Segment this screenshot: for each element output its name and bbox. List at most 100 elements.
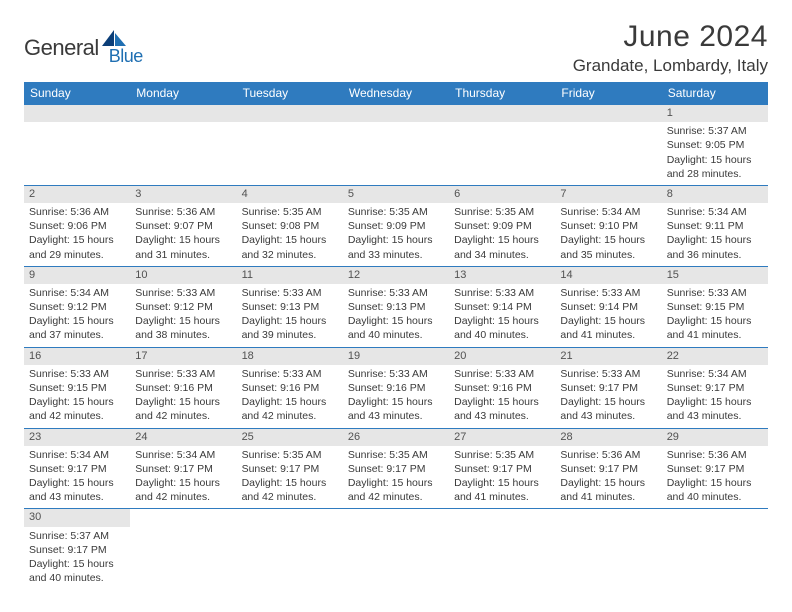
day-number: 11 [237,267,343,284]
day-number: 3 [130,186,236,203]
day-number: 15 [662,267,768,284]
day-body: Sunrise: 5:33 AMSunset: 9:13 PMDaylight:… [343,284,449,347]
day-body: Sunrise: 5:34 AMSunset: 9:17 PMDaylight:… [130,446,236,509]
calendar-cell [555,509,661,589]
day-header: Saturday [662,82,768,105]
calendar-cell: 21Sunrise: 5:33 AMSunset: 9:17 PMDayligh… [555,347,661,428]
calendar-cell: 30Sunrise: 5:37 AMSunset: 9:17 PMDayligh… [24,509,130,589]
day-body: Sunrise: 5:35 AMSunset: 9:08 PMDaylight:… [237,203,343,266]
calendar-cell [662,509,768,589]
calendar-cell: 13Sunrise: 5:33 AMSunset: 9:14 PMDayligh… [449,266,555,347]
calendar-row: 2Sunrise: 5:36 AMSunset: 9:06 PMDaylight… [24,185,768,266]
calendar-cell: 22Sunrise: 5:34 AMSunset: 9:17 PMDayligh… [662,347,768,428]
calendar-cell: 28Sunrise: 5:36 AMSunset: 9:17 PMDayligh… [555,428,661,509]
day-body: Sunrise: 5:36 AMSunset: 9:07 PMDaylight:… [130,203,236,266]
calendar-cell: 6Sunrise: 5:35 AMSunset: 9:09 PMDaylight… [449,185,555,266]
calendar-row: 1Sunrise: 5:37 AMSunset: 9:05 PMDaylight… [24,105,768,186]
calendar-table: SundayMondayTuesdayWednesdayThursdayFrid… [24,82,768,589]
day-number: 26 [343,429,449,446]
calendar-body: 1Sunrise: 5:37 AMSunset: 9:05 PMDaylight… [24,105,768,590]
day-number-empty [237,105,343,122]
month-title: June 2024 [573,20,768,54]
day-number: 16 [24,348,130,365]
header: General Blue June 2024 Grandate, Lombard… [24,20,768,76]
day-number: 24 [130,429,236,446]
day-header: Thursday [449,82,555,105]
logo-word2: Blue [109,46,143,67]
day-header-row: SundayMondayTuesdayWednesdayThursdayFrid… [24,82,768,105]
day-body: Sunrise: 5:35 AMSunset: 9:17 PMDaylight:… [449,446,555,509]
day-number: 20 [449,348,555,365]
calendar-cell: 3Sunrise: 5:36 AMSunset: 9:07 PMDaylight… [130,185,236,266]
logo: General Blue [24,28,143,67]
calendar-cell: 5Sunrise: 5:35 AMSunset: 9:09 PMDaylight… [343,185,449,266]
day-body: Sunrise: 5:37 AMSunset: 9:05 PMDaylight:… [662,122,768,185]
calendar-cell: 16Sunrise: 5:33 AMSunset: 9:15 PMDayligh… [24,347,130,428]
day-number-empty [343,105,449,122]
calendar-cell: 14Sunrise: 5:33 AMSunset: 9:14 PMDayligh… [555,266,661,347]
calendar-cell [449,105,555,186]
day-number: 2 [24,186,130,203]
day-body: Sunrise: 5:36 AMSunset: 9:17 PMDaylight:… [662,446,768,509]
day-number: 19 [343,348,449,365]
calendar-cell [237,105,343,186]
calendar-cell: 11Sunrise: 5:33 AMSunset: 9:13 PMDayligh… [237,266,343,347]
day-number: 4 [237,186,343,203]
calendar-cell: 27Sunrise: 5:35 AMSunset: 9:17 PMDayligh… [449,428,555,509]
calendar-cell: 23Sunrise: 5:34 AMSunset: 9:17 PMDayligh… [24,428,130,509]
day-body: Sunrise: 5:34 AMSunset: 9:11 PMDaylight:… [662,203,768,266]
day-body: Sunrise: 5:34 AMSunset: 9:17 PMDaylight:… [662,365,768,428]
day-body: Sunrise: 5:33 AMSunset: 9:13 PMDaylight:… [237,284,343,347]
day-number: 18 [237,348,343,365]
calendar-cell [237,509,343,589]
day-number: 9 [24,267,130,284]
day-body: Sunrise: 5:33 AMSunset: 9:15 PMDaylight:… [24,365,130,428]
calendar-cell: 18Sunrise: 5:33 AMSunset: 9:16 PMDayligh… [237,347,343,428]
calendar-cell [449,509,555,589]
day-number: 12 [343,267,449,284]
day-number: 22 [662,348,768,365]
day-body: Sunrise: 5:36 AMSunset: 9:06 PMDaylight:… [24,203,130,266]
day-header: Monday [130,82,236,105]
day-number: 23 [24,429,130,446]
day-number: 7 [555,186,661,203]
calendar-cell: 12Sunrise: 5:33 AMSunset: 9:13 PMDayligh… [343,266,449,347]
calendar-cell [555,105,661,186]
day-number: 14 [555,267,661,284]
calendar-cell [130,509,236,589]
day-number-empty [555,105,661,122]
day-body: Sunrise: 5:33 AMSunset: 9:16 PMDaylight:… [449,365,555,428]
day-number: 17 [130,348,236,365]
calendar-row: 30Sunrise: 5:37 AMSunset: 9:17 PMDayligh… [24,509,768,589]
page: General Blue June 2024 Grandate, Lombard… [0,0,792,609]
day-number: 13 [449,267,555,284]
calendar-cell [343,105,449,186]
calendar-cell: 2Sunrise: 5:36 AMSunset: 9:06 PMDaylight… [24,185,130,266]
calendar-cell: 26Sunrise: 5:35 AMSunset: 9:17 PMDayligh… [343,428,449,509]
calendar-row: 23Sunrise: 5:34 AMSunset: 9:17 PMDayligh… [24,428,768,509]
logo-word1: General [24,35,99,61]
day-body: Sunrise: 5:35 AMSunset: 9:09 PMDaylight:… [449,203,555,266]
calendar-cell: 29Sunrise: 5:36 AMSunset: 9:17 PMDayligh… [662,428,768,509]
day-body: Sunrise: 5:33 AMSunset: 9:15 PMDaylight:… [662,284,768,347]
calendar-cell: 4Sunrise: 5:35 AMSunset: 9:08 PMDaylight… [237,185,343,266]
calendar-row: 9Sunrise: 5:34 AMSunset: 9:12 PMDaylight… [24,266,768,347]
calendar-cell: 17Sunrise: 5:33 AMSunset: 9:16 PMDayligh… [130,347,236,428]
day-body: Sunrise: 5:35 AMSunset: 9:09 PMDaylight:… [343,203,449,266]
day-number: 25 [237,429,343,446]
day-body: Sunrise: 5:35 AMSunset: 9:17 PMDaylight:… [343,446,449,509]
day-number: 1 [662,105,768,122]
calendar-cell: 19Sunrise: 5:33 AMSunset: 9:16 PMDayligh… [343,347,449,428]
calendar-cell: 10Sunrise: 5:33 AMSunset: 9:12 PMDayligh… [130,266,236,347]
day-body: Sunrise: 5:34 AMSunset: 9:12 PMDaylight:… [24,284,130,347]
calendar-cell: 24Sunrise: 5:34 AMSunset: 9:17 PMDayligh… [130,428,236,509]
day-number: 29 [662,429,768,446]
day-number: 5 [343,186,449,203]
calendar-cell [130,105,236,186]
day-body: Sunrise: 5:33 AMSunset: 9:14 PMDaylight:… [449,284,555,347]
day-body: Sunrise: 5:33 AMSunset: 9:12 PMDaylight:… [130,284,236,347]
day-number-empty [24,105,130,122]
day-body: Sunrise: 5:33 AMSunset: 9:16 PMDaylight:… [130,365,236,428]
day-number: 6 [449,186,555,203]
day-body: Sunrise: 5:34 AMSunset: 9:10 PMDaylight:… [555,203,661,266]
